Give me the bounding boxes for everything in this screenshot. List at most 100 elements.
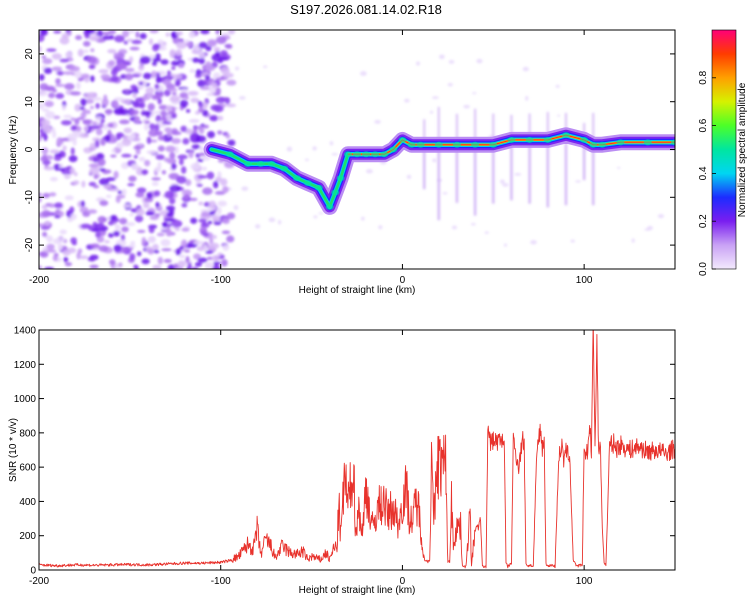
noise-speckle: [46, 243, 55, 250]
faint-speckle: [451, 225, 458, 230]
streak-down: [582, 144, 586, 181]
noise-speckle: [195, 69, 202, 76]
noise-speckle: [74, 70, 83, 79]
noise-speckle: [107, 48, 117, 54]
faint-speckle: [499, 179, 505, 184]
noise-speckle: [39, 90, 48, 97]
noise-speckle: [213, 105, 224, 113]
noise-speckle: [134, 102, 144, 108]
ridge-blob: [671, 139, 675, 146]
noise-speckle: [181, 202, 188, 208]
noise-speckle: [190, 97, 200, 103]
faint-speckle: [262, 65, 268, 69]
noise-speckle: [200, 211, 210, 218]
noise-speckle: [189, 132, 197, 140]
noise-speckle: [170, 113, 177, 119]
noise-speckle: [139, 56, 151, 64]
faint-speckle: [530, 240, 537, 245]
noise-speckle: [225, 103, 237, 108]
y-tick-label: 400: [19, 497, 36, 508]
noise-speckle: [135, 149, 141, 155]
noise-speckle: [179, 245, 184, 250]
noise-speckle: [75, 82, 81, 90]
noise-speckle: [144, 197, 154, 203]
x-tick-label: -100: [211, 275, 231, 286]
streak-up: [592, 112, 595, 145]
noise-speckle: [212, 234, 217, 240]
noise-speckle: [70, 91, 82, 96]
noise-speckle: [89, 65, 95, 69]
noise-speckle: [215, 176, 222, 183]
noise-speckle: [160, 59, 169, 65]
noise-speckle: [190, 119, 199, 123]
faint-speckle: [432, 158, 437, 163]
noise-speckle: [215, 50, 220, 58]
noise-speckle: [164, 190, 175, 199]
noise-speckle: [144, 159, 151, 167]
noise-speckle: [129, 46, 140, 51]
noise-speckle: [194, 110, 201, 115]
ridge-blob: [507, 136, 516, 143]
noise-speckle: [89, 264, 99, 269]
noise-speckle: [173, 263, 179, 269]
noise-speckle: [97, 158, 106, 167]
streak-up: [474, 108, 477, 145]
noise-speckle: [225, 133, 231, 139]
faint-speckle: [557, 114, 561, 117]
noise-speckle: [84, 30, 96, 35]
noise-speckle: [42, 58, 53, 65]
noise-speckle: [226, 79, 237, 86]
noise-speckle: [149, 123, 156, 130]
noise-speckle: [99, 200, 109, 207]
noise-speckle: [193, 240, 205, 246]
noise-speckle: [133, 154, 138, 159]
noise-speckle: [206, 92, 215, 97]
noise-speckle: [70, 213, 77, 220]
faint-speckle: [617, 166, 621, 169]
noise-speckle: [121, 188, 127, 196]
noise-speckle: [59, 229, 67, 235]
faint-speckle: [522, 66, 529, 72]
noise-speckle: [162, 79, 172, 85]
noise-speckle: [55, 83, 66, 87]
noise-speckle: [86, 55, 97, 64]
noise-speckle: [123, 127, 132, 134]
ridge-blob: [643, 139, 652, 146]
ridge-blob: [489, 141, 498, 148]
noise-speckle: [113, 170, 119, 179]
noise-speckle: [131, 74, 141, 78]
x-tick-label: 100: [576, 275, 593, 286]
ridge-blob: [589, 141, 598, 148]
noise-speckle: [82, 40, 91, 47]
noise-speckle: [105, 194, 112, 199]
noise-speckle: [157, 39, 164, 45]
noise-speckle: [113, 52, 120, 57]
noise-speckle: [160, 110, 167, 117]
noise-speckle: [180, 125, 187, 132]
noise-speckle: [162, 121, 172, 125]
noise-speckle: [151, 181, 159, 187]
noise-speckle: [200, 30, 210, 35]
noise-speckle: [131, 163, 139, 171]
faint-speckle: [318, 212, 324, 215]
noise-speckle: [115, 196, 121, 204]
noise-speckle: [133, 137, 141, 142]
noise-speckle: [43, 67, 53, 74]
noise-speckle: [191, 144, 201, 150]
faint-speckle: [429, 110, 434, 114]
y-tick-label: 1000: [14, 394, 37, 405]
faint-speckle: [331, 153, 338, 156]
noise-speckle: [63, 174, 72, 178]
ridge-blob: [303, 179, 312, 186]
ridge-blob: [293, 175, 302, 182]
noise-speckle: [205, 45, 212, 52]
noise-speckle: [148, 38, 154, 46]
noise-speckle: [171, 220, 183, 228]
noise-speckle: [220, 50, 228, 57]
faint-speckle: [329, 141, 334, 146]
noise-speckle: [198, 126, 205, 135]
noise-speckle: [94, 139, 100, 148]
faint-speckle: [406, 174, 412, 180]
noise-speckle: [208, 78, 215, 82]
noise-speckle: [175, 49, 182, 56]
